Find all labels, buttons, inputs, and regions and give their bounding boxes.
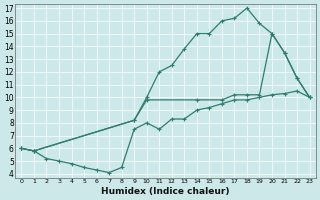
X-axis label: Humidex (Indice chaleur): Humidex (Indice chaleur) xyxy=(101,187,230,196)
